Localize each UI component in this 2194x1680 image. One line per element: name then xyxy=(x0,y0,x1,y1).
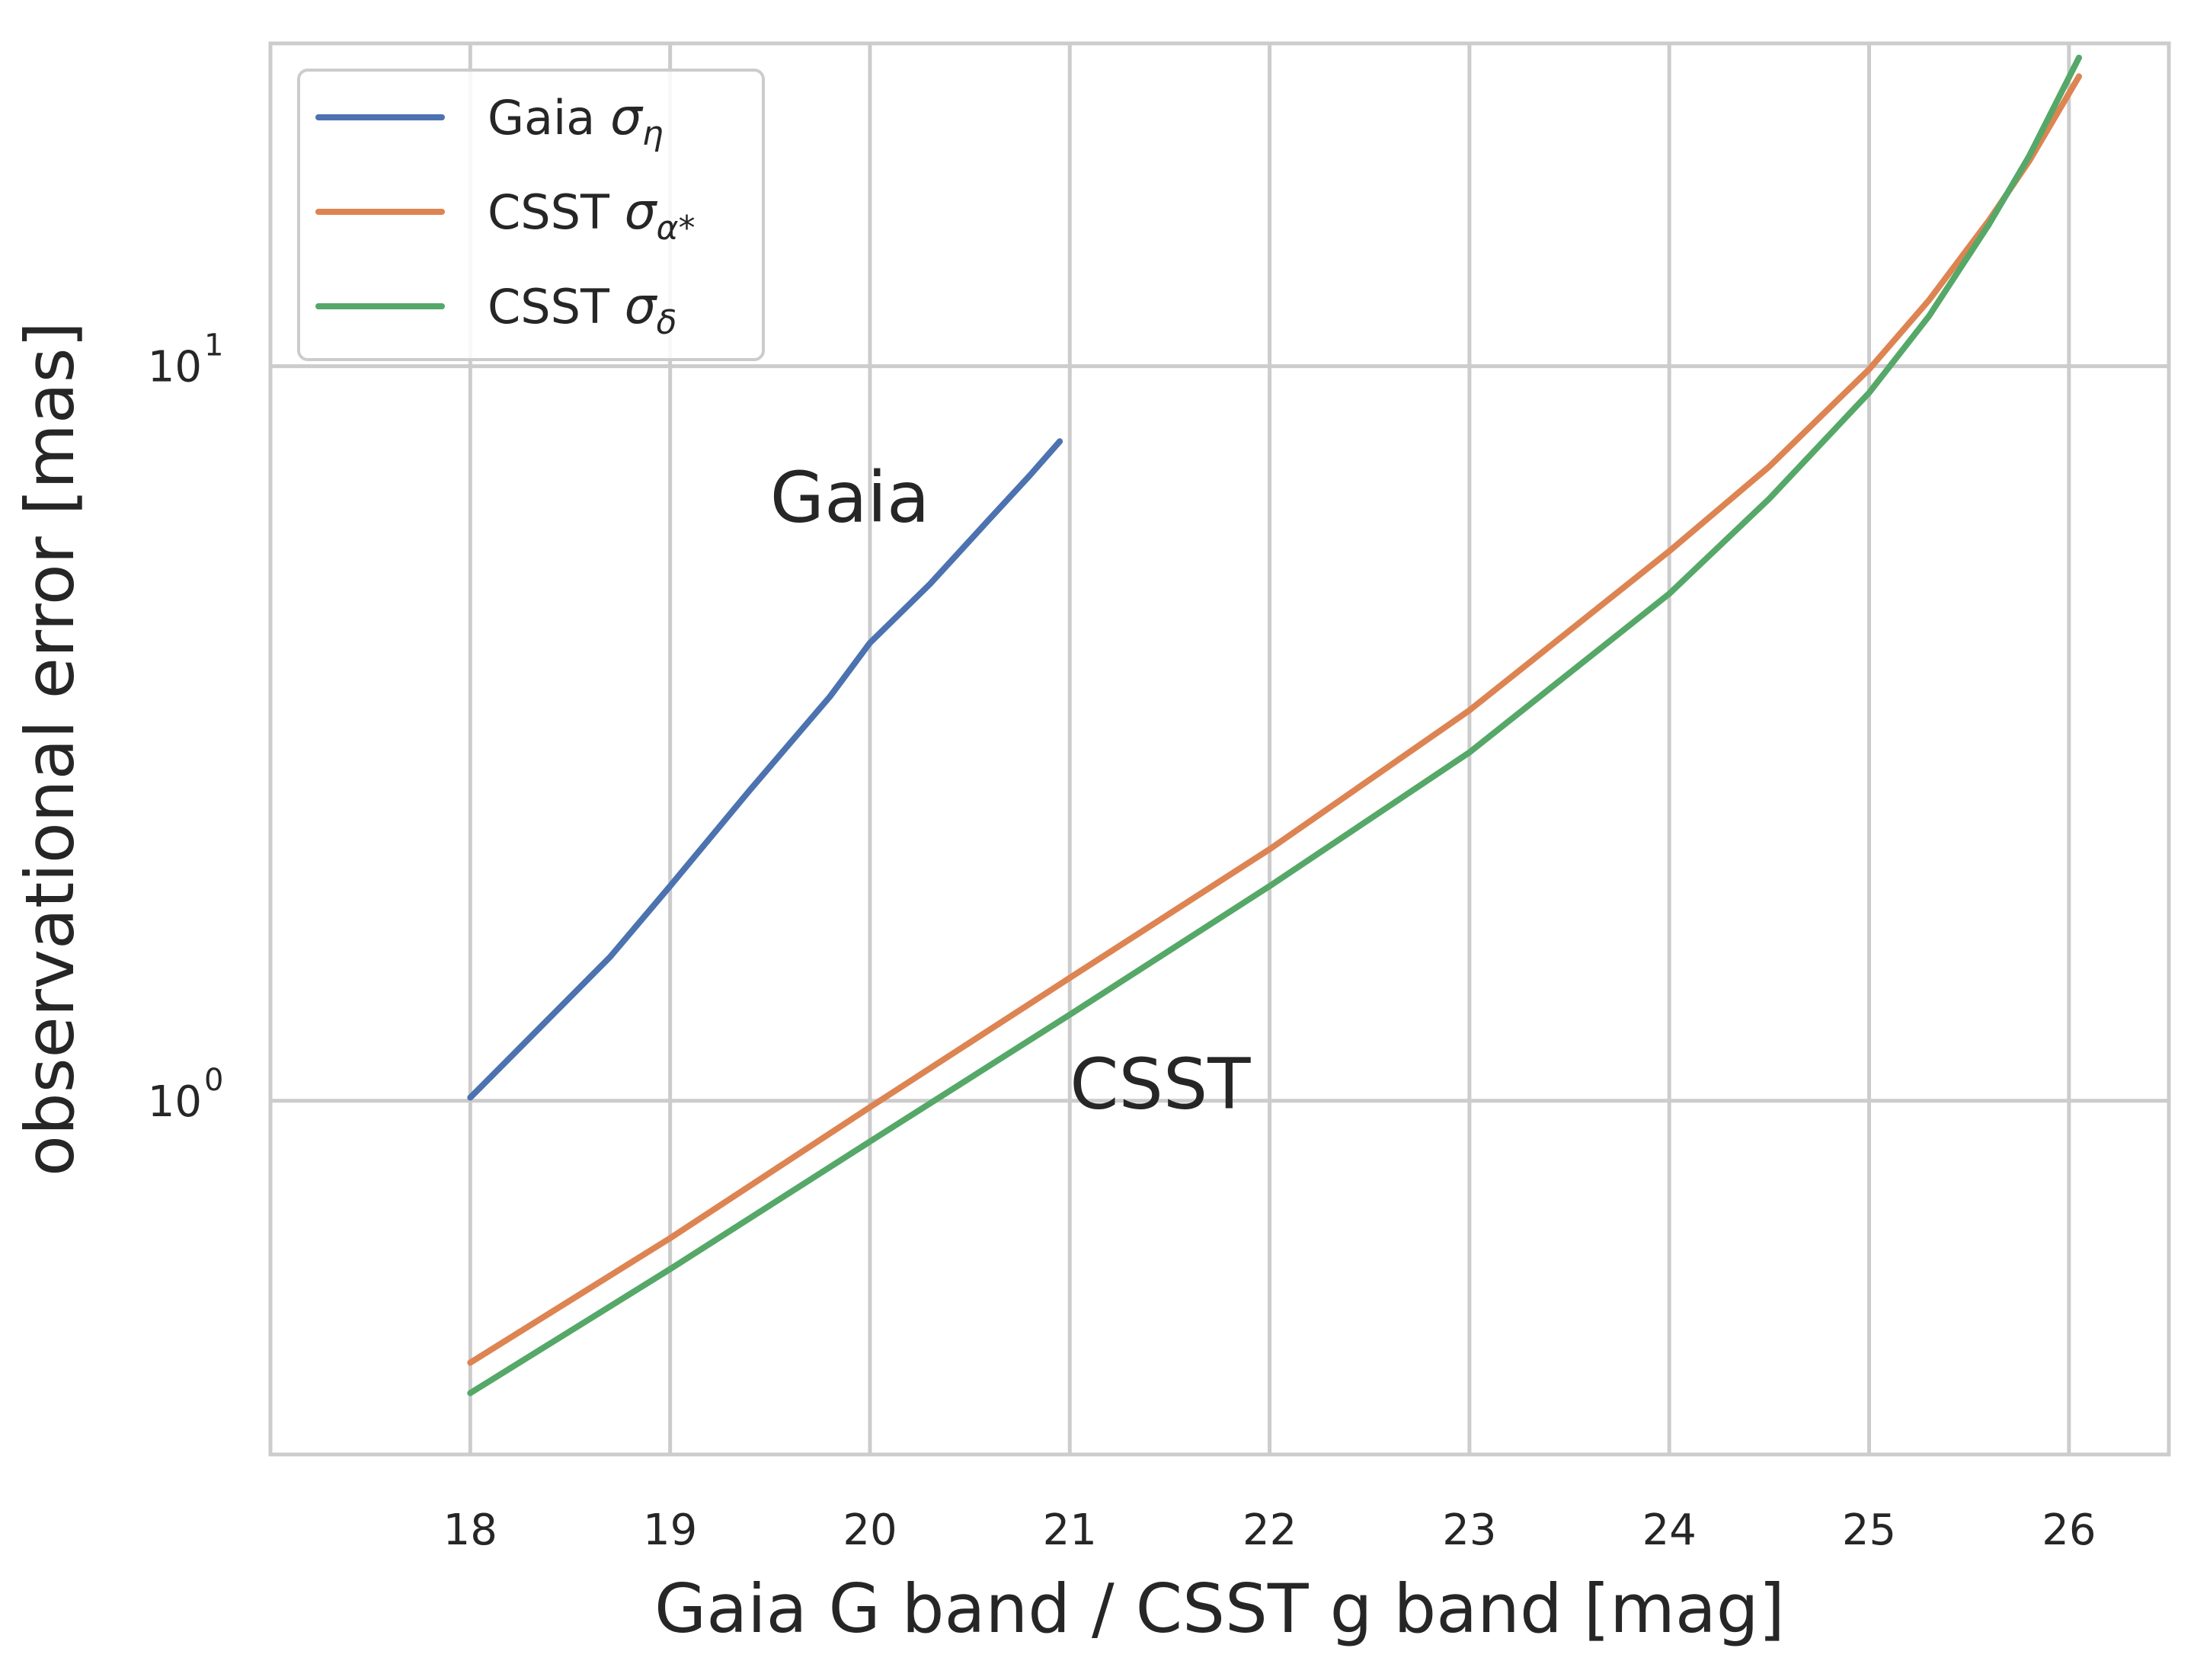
annotations: Gaia CSST xyxy=(770,457,1252,1125)
annotation-csst: CSST xyxy=(1070,1043,1251,1125)
x-tick-label: 22 xyxy=(1243,1506,1297,1555)
series-layer xyxy=(467,54,2082,1397)
x-tick-label: 24 xyxy=(1642,1506,1697,1555)
y-tick-exponent: 1 xyxy=(204,328,223,363)
x-tick-label: 26 xyxy=(2042,1506,2096,1555)
y-tick-exponent: 0 xyxy=(204,1063,223,1098)
series-line-2 xyxy=(467,54,2082,1397)
x-tick-label: 19 xyxy=(643,1506,697,1555)
grid xyxy=(270,43,2169,1454)
y-tick-label: 10 xyxy=(148,1077,202,1127)
legend-label: Gaia ση xyxy=(488,88,664,153)
plot-frame xyxy=(268,41,2171,1457)
series-line-0 xyxy=(467,438,1063,1101)
x-tick-label: 18 xyxy=(443,1506,497,1555)
legend-box xyxy=(297,69,765,361)
legend-label: CSST σα* xyxy=(488,182,695,248)
x-axis-label: Gaia G band / CSST g band [mag] xyxy=(654,1570,1785,1648)
legend: Gaia ση CSST σα* CSST σδ xyxy=(297,69,765,361)
legend-label: CSST σδ xyxy=(488,277,676,342)
x-tick-label: 25 xyxy=(1842,1506,1896,1555)
x-tick-label: 20 xyxy=(843,1506,897,1555)
y-axis-label: observational error [mas] xyxy=(11,322,89,1176)
y-tick-label: 10 xyxy=(148,343,202,392)
x-tick-label: 23 xyxy=(1442,1506,1496,1555)
annotation-gaia: Gaia xyxy=(770,457,930,539)
x-tick-label: 21 xyxy=(1043,1506,1097,1555)
